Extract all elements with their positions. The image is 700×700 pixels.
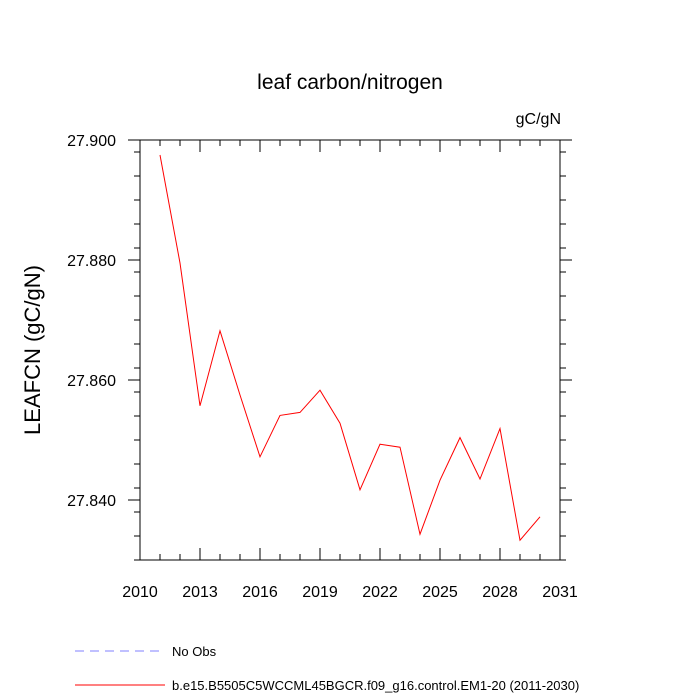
y-tick-label: 27.900: [67, 133, 116, 150]
units-label: gC/gN: [516, 111, 561, 128]
chart-title: leaf carbon/nitrogen: [257, 71, 443, 94]
x-tick-label: 2025: [422, 584, 458, 601]
x-tick-label: 2028: [482, 584, 518, 601]
legend: No Obs b.e15.B5505C5WCCML45BGCR.f09_g16.…: [75, 644, 579, 693]
y-tick-label: 27.880: [67, 253, 116, 270]
x-tick-label: 2010: [122, 584, 158, 601]
y-tick-label: 27.840: [67, 493, 116, 510]
series-line: [159, 154, 541, 542]
axis-tick-labels: 2010 2013 2016 2019 2022 2025 2028 2031 27.840 27…: [67, 133, 578, 601]
plot-frame: [139, 139, 561, 561]
axis-ticks: [128, 139, 572, 561]
y-axis-label: LEAFCN (gC/gN): [20, 265, 45, 435]
x-tick-label: 2013: [182, 584, 218, 601]
legend-label-model-run: b.e15.B5505C5WCCML45BGCR.f09_g16.control…: [172, 678, 579, 693]
x-tick-label: 2022: [362, 584, 398, 601]
y-tick-label: 27.860: [67, 373, 116, 390]
x-tick-label: 2019: [302, 584, 338, 601]
x-tick-label: 2031: [542, 584, 578, 601]
x-tick-label: 2016: [242, 584, 278, 601]
series-layer: [159, 154, 541, 542]
legend-label-no-obs: No Obs: [172, 644, 217, 659]
